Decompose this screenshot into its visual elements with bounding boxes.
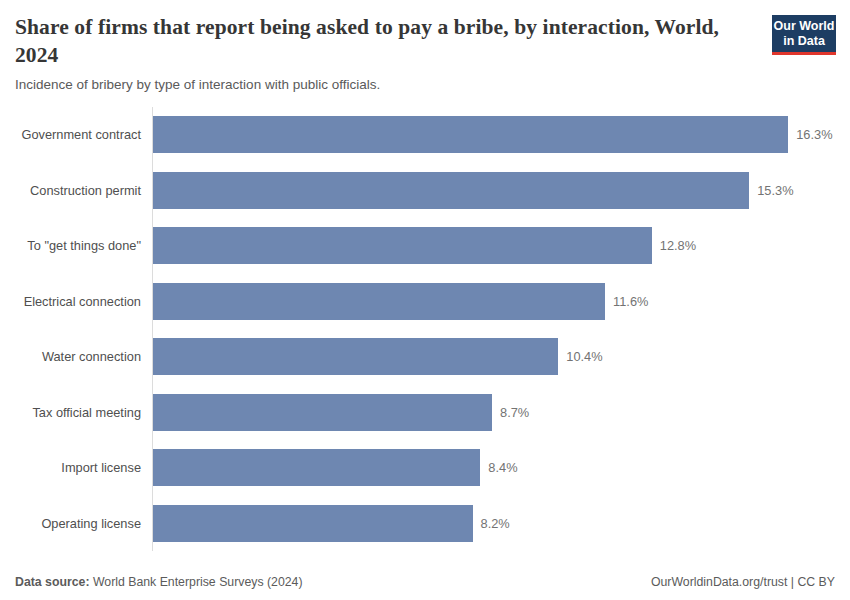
bar-track: 16.3%	[153, 116, 835, 153]
category-label: Electrical connection	[15, 294, 152, 309]
chart-footer: Data source: World Bank Enterprise Surve…	[15, 575, 835, 589]
bar-row: Government contract 16.3%	[15, 107, 835, 163]
chart-subtitle: Incidence of bribery by type of interact…	[15, 77, 757, 92]
chart-container: Share of firms that report being asked t…	[0, 0, 850, 600]
category-label: Construction permit	[15, 183, 152, 198]
bar-row: Operating license 8.2%	[15, 495, 835, 551]
value-label: 8.4%	[488, 460, 517, 475]
data-source-label: Data source:	[15, 575, 90, 589]
bar	[153, 338, 558, 375]
logo-line2: in Data	[772, 34, 836, 49]
bar	[153, 172, 749, 209]
bar-track: 8.7%	[153, 394, 835, 431]
y-axis-line	[152, 107, 153, 551]
bar-track: 11.6%	[153, 283, 835, 320]
bar-row: Water connection 10.4%	[15, 329, 835, 385]
value-label: 15.3%	[757, 183, 793, 198]
bar-row: Electrical connection 11.6%	[15, 273, 835, 329]
footer-attribution: OurWorldinData.org/trust | CC BY	[651, 575, 835, 589]
title-block: Share of firms that report being asked t…	[15, 14, 757, 92]
bar	[153, 394, 492, 431]
value-label: 8.7%	[500, 405, 529, 420]
data-source-text: World Bank Enterprise Surveys (2024)	[90, 575, 303, 589]
value-label: 16.3%	[796, 127, 832, 142]
bar-row: Import license 8.4%	[15, 440, 835, 496]
category-label: Import license	[15, 460, 152, 475]
value-label: 8.2%	[481, 516, 510, 531]
bar-chart: Government contract 16.3% Construction p…	[15, 107, 835, 551]
bar-track: 12.8%	[153, 227, 835, 264]
bar-track: 10.4%	[153, 338, 835, 375]
owid-logo: Our World in Data	[772, 15, 836, 55]
value-label: 12.8%	[660, 238, 696, 253]
logo-line1: Our World	[772, 19, 836, 34]
bar	[153, 283, 605, 320]
bar-row: Construction permit 15.3%	[15, 162, 835, 218]
category-label: Tax official meeting	[15, 405, 152, 420]
value-label: 10.4%	[566, 349, 602, 364]
bar	[153, 505, 473, 542]
bar-track: 8.4%	[153, 449, 835, 486]
bar	[153, 227, 652, 264]
bar-track: 8.2%	[153, 505, 835, 542]
category-label: Government contract	[15, 127, 152, 142]
bar-row: Tax official meeting 8.7%	[15, 384, 835, 440]
value-label: 11.6%	[613, 294, 648, 309]
bar-row: To "get things done" 12.8%	[15, 218, 835, 274]
bar	[153, 116, 788, 153]
bar-track: 15.3%	[153, 172, 835, 209]
chart-title: Share of firms that report being asked t…	[15, 14, 757, 70]
bar	[153, 449, 480, 486]
chart-header: Share of firms that report being asked t…	[0, 0, 850, 92]
data-source: Data source: World Bank Enterprise Surve…	[15, 575, 303, 589]
category-label: Operating license	[15, 516, 152, 531]
bar-chart-rows: Government contract 16.3% Construction p…	[15, 107, 835, 551]
category-label: Water connection	[15, 349, 152, 364]
category-label: To "get things done"	[15, 238, 152, 253]
